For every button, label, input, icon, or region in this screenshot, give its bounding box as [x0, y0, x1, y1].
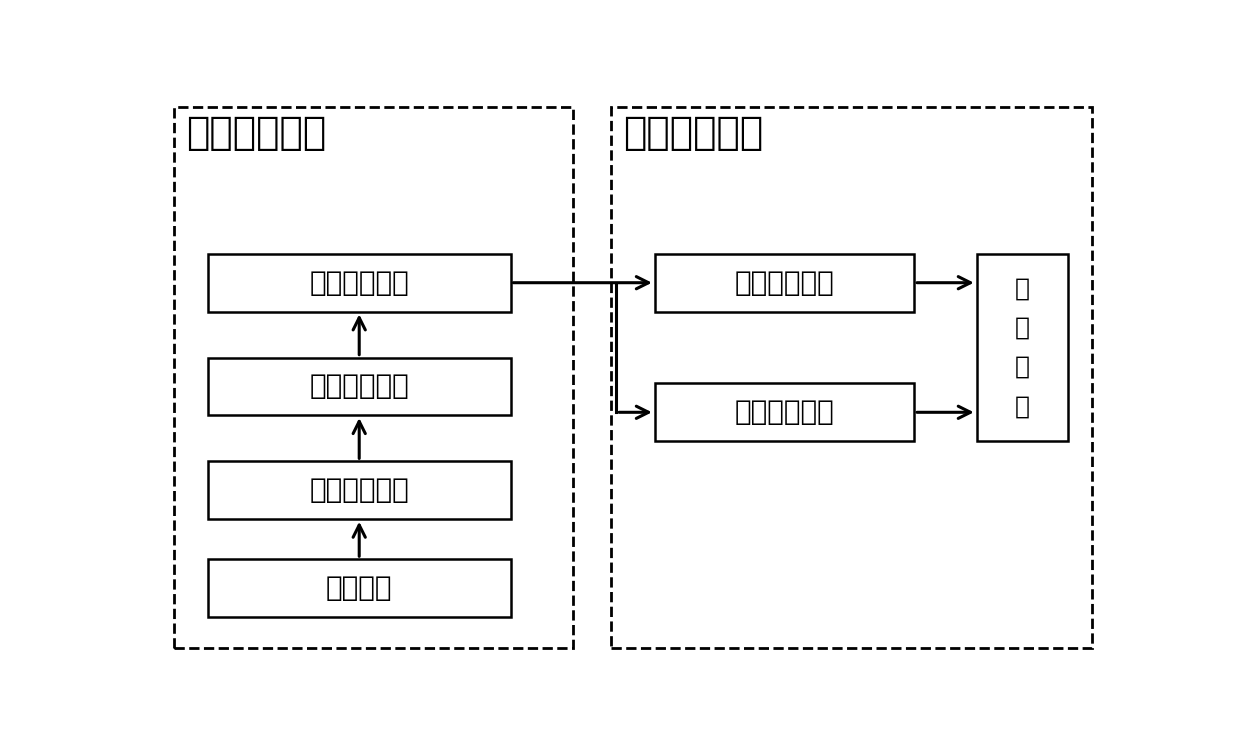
Bar [977, 254, 1068, 441]
Text: 光源驱动单元: 光源驱动单元 [734, 398, 835, 426]
Bar [208, 254, 511, 311]
Bar [655, 384, 914, 441]
Text: 灯光投射系统: 灯光投射系统 [622, 114, 764, 152]
Text: 感知单元: 感知单元 [326, 574, 393, 602]
Bar [208, 358, 511, 415]
Text: 图像生成单元: 图像生成单元 [309, 269, 409, 297]
Bar [174, 107, 573, 649]
Text: 交互控制单元: 交互控制单元 [309, 373, 409, 400]
Bar [208, 560, 511, 617]
Text: 信息采集单元: 信息采集单元 [309, 476, 409, 504]
Bar [655, 254, 914, 311]
Bar [208, 462, 511, 519]
Text: 图像采集单元: 图像采集单元 [734, 269, 835, 297]
Text: 投
影
单
元: 投 影 单 元 [1014, 277, 1029, 418]
Bar [611, 107, 1092, 649]
Text: 交互控制系统: 交互控制系统 [186, 114, 326, 152]
